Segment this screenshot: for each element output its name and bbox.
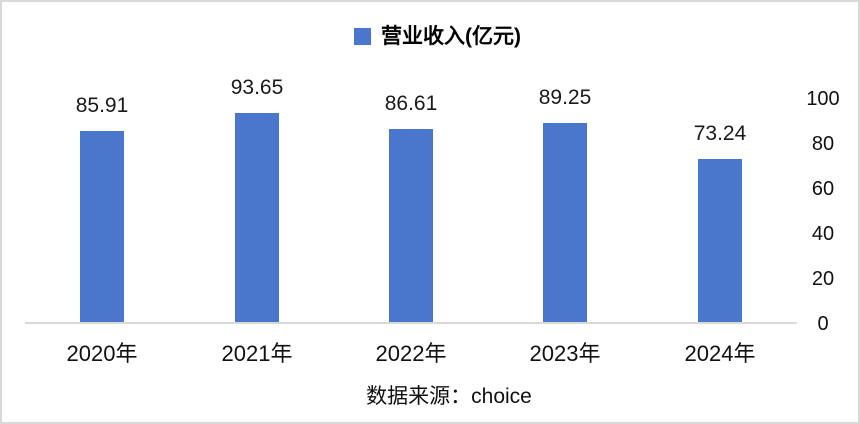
data-label-2021年: 93.65 <box>230 76 284 99</box>
legend-label: 营业收入(亿元) <box>381 25 521 48</box>
data-label-2020年: 85.91 <box>75 94 129 117</box>
x-tick-label-2021年: 2021年 <box>221 341 293 366</box>
y-tick-label-0: 0 <box>817 313 829 335</box>
y-tick-label-100: 100 <box>806 88 840 110</box>
y-tick-label-60: 60 <box>811 178 835 200</box>
source-note: 数据来源：choice <box>366 385 532 408</box>
y-tick-label-80: 80 <box>811 133 835 155</box>
y-tick-label-20: 20 <box>811 268 835 290</box>
x-tick-label-2022年: 2022年 <box>375 341 447 366</box>
x-tick-label-2023年: 2023年 <box>529 341 601 366</box>
legend: 营业收入(亿元) <box>354 26 521 47</box>
bar-2020年 <box>80 131 124 324</box>
bar-2023年 <box>543 123 587 324</box>
data-label-2023年: 89.25 <box>538 86 592 109</box>
x-tick-label-2024年: 2024年 <box>684 341 756 366</box>
legend-marker-icon <box>354 28 371 45</box>
x-tick-label-2020年: 2020年 <box>66 341 138 366</box>
x-axis-line <box>25 322 797 324</box>
data-label-2024年: 73.24 <box>693 122 747 145</box>
y-tick-label-40: 40 <box>811 223 835 245</box>
bar-2021年 <box>235 113 279 324</box>
bar-2022年 <box>389 129 433 324</box>
data-label-2022年: 86.61 <box>384 92 438 115</box>
bar-2024年 <box>698 159 742 324</box>
